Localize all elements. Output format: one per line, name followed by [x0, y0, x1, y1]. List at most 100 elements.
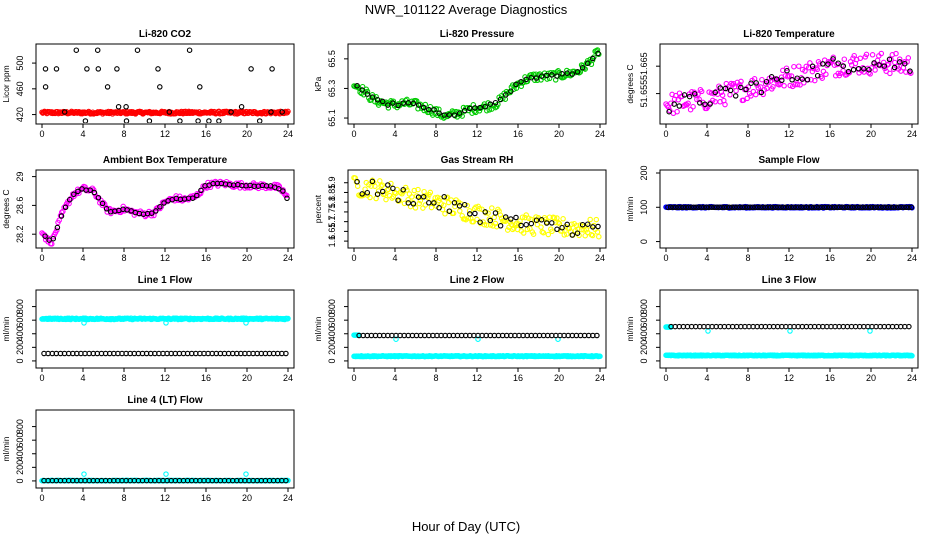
data-point-level1 — [840, 63, 847, 69]
y-axis-label: ml/min — [625, 316, 635, 341]
data-point-level1 — [803, 204, 810, 211]
data-point-level1 — [770, 204, 776, 211]
data-point-all — [727, 92, 733, 98]
data-point-level1 — [678, 204, 684, 211]
data-point-all — [674, 108, 680, 115]
data-point-level1 — [518, 222, 524, 229]
y-tick-label: 0 — [15, 478, 25, 483]
data-point-level1 — [436, 205, 442, 211]
data-point-level1 — [758, 89, 765, 96]
data-point-level1 — [836, 204, 843, 211]
data-point-level1 — [574, 230, 581, 236]
panel-1: Li-820 Pressure kPa 0 4 8 12 16 20 24 65.1 65.3 65.… — [313, 29, 607, 139]
data-point-level1 — [857, 204, 863, 211]
data-point-all — [898, 68, 904, 74]
data-point-all — [474, 216, 480, 223]
data-point-level1 — [847, 204, 853, 211]
data-point-level1 — [62, 204, 69, 211]
y-axis-label: kPa — [313, 76, 323, 91]
data-point-level1 — [426, 106, 432, 113]
data-point-level1 — [835, 60, 841, 66]
data-point-level1 — [708, 204, 715, 211]
y-tick-label: 200 — [15, 340, 25, 355]
data-point-level1 — [595, 50, 601, 57]
data-point-level1 — [675, 204, 682, 211]
data-point-level1 — [875, 204, 881, 211]
data-point-level1 — [395, 102, 401, 109]
data-point-level1 — [680, 204, 687, 211]
data-point-level1 — [53, 66, 60, 72]
data-point-all — [896, 56, 903, 62]
data-point-all — [464, 202, 470, 209]
data-point-level1 — [821, 204, 828, 211]
y-tick-label: 1.65 — [327, 223, 337, 241]
data-point-all — [538, 224, 544, 230]
data-point-all — [383, 196, 389, 203]
data-points — [351, 332, 603, 360]
data-point-level1 — [665, 204, 671, 211]
panel-title: Line 4 (LT) Flow — [127, 395, 203, 406]
y-tick-label: 800 — [639, 299, 649, 314]
data-point-level1 — [420, 194, 427, 200]
data-point-all — [738, 78, 744, 85]
data-point-all — [909, 353, 915, 359]
data-point-level1 — [784, 67, 790, 74]
x-tick-label: 16 — [513, 129, 523, 139]
data-point-all — [481, 221, 488, 228]
x-tick-label: 16 — [825, 373, 835, 383]
data-point-level1 — [400, 187, 406, 193]
data-point-all — [596, 51, 602, 58]
data-point-all — [455, 109, 462, 115]
x-tick-label: 16 — [825, 253, 835, 263]
y-tick-label: 1.75 — [327, 203, 337, 221]
y-axis-label: degrees C — [625, 64, 635, 103]
x-tick-label: 8 — [433, 373, 438, 383]
x-tick-label: 16 — [825, 129, 835, 139]
data-point-all — [485, 210, 491, 216]
data-point-level1 — [415, 194, 422, 200]
panel-8: Line 3 Flow ml/min 0 4 8 12 16 20 24 0 20040060080… — [625, 275, 919, 383]
data-point-level1 — [385, 102, 391, 108]
data-point-outlier — [81, 320, 87, 326]
data-point-all — [792, 82, 798, 88]
data-point-all — [757, 84, 764, 90]
data-point-level1 — [513, 81, 519, 88]
panel-title: Ambient Box Temperature — [103, 155, 228, 166]
data-point-all — [823, 71, 829, 78]
data-point-level1 — [772, 204, 779, 211]
data-point-level1 — [502, 214, 509, 220]
data-point-all — [744, 95, 750, 102]
data-point-level1 — [712, 89, 718, 96]
x-tick-label: 12 — [160, 373, 170, 383]
panel-title: Line 3 Flow — [762, 275, 817, 286]
data-point-level1 — [73, 47, 80, 53]
y-tick-label: 100 — [639, 200, 649, 215]
data-point-all — [492, 220, 499, 227]
data-point-level1 — [865, 204, 871, 211]
panel-2: Li-820 Temperature degrees C 0 4 8 12 16 20 24 51… — [625, 29, 919, 139]
data-point-all — [367, 194, 373, 201]
x-tick-label: 8 — [433, 129, 438, 139]
data-point-level1 — [844, 204, 851, 211]
data-point-all — [785, 73, 791, 80]
data-point-level1 — [829, 204, 835, 211]
data-point-all — [442, 211, 448, 217]
data-point-all — [406, 191, 413, 197]
data-point-level1 — [477, 104, 483, 111]
data-point-all — [373, 195, 379, 202]
x-tick-label: 0 — [39, 493, 44, 503]
data-point-all — [389, 195, 395, 201]
data-point-level1 — [719, 204, 725, 211]
data-point-all — [421, 188, 427, 195]
data-point-all — [719, 92, 726, 99]
data-point-all — [545, 231, 552, 238]
y-axis-label: percent — [313, 194, 323, 223]
data-point-level1 — [472, 105, 478, 111]
x-tick-label: 12 — [784, 373, 794, 383]
data-point-all — [809, 68, 816, 75]
data-point-level1 — [685, 204, 692, 211]
data-point-level1 — [114, 66, 120, 72]
data-point-all — [49, 241, 55, 247]
data-point-level1 — [559, 71, 565, 77]
